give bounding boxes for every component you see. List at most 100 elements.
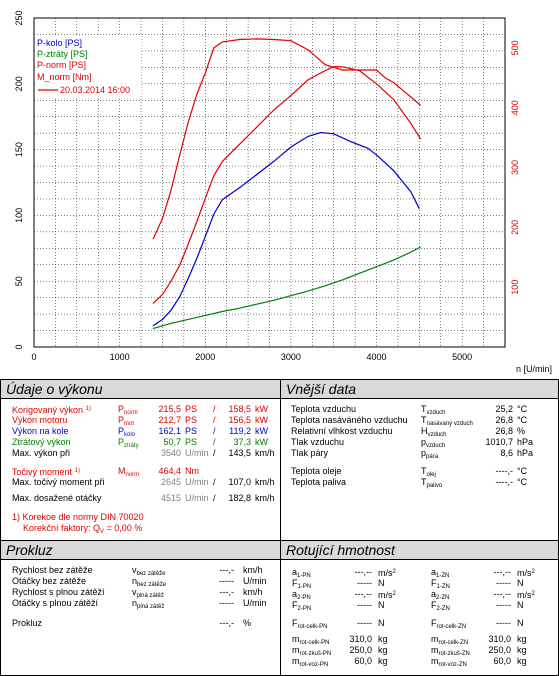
rot-unit-zn: N [517,578,524,588]
rot-symbol-zn: mrot-zkuš-ZN [431,645,470,657]
rot-value-zn: ----- [496,618,511,628]
rot-unit-zn: kg [517,634,527,644]
section-vnejsi-title: Vnější data [281,380,558,399]
series-line-2 [152,66,422,305]
x-tick-label: 5000 [452,352,472,362]
vnejsi-symbol: pvzduch [421,437,446,449]
rot-value-zn: ----- [496,578,511,588]
vykon-value-kw: 156,5 [228,415,251,425]
moment-at-rpm: 2645 [160,477,181,487]
rot-symbol-zn: F2-ZN [431,600,450,612]
vykon-symbol: Pnorm [118,404,138,416]
rot-unit-zn: kg [517,645,527,655]
vnejsi-unit: hPa [517,437,534,447]
vykon-unit-ps: U/min [185,448,209,458]
rot-unit-pn: kg [378,656,388,666]
y-left-tick-label: 0 [14,344,24,349]
y-left-tick-label: 50 [14,276,24,286]
rot-symbol-pn: a2-PN [292,589,311,601]
vnejsi-symbol: Tpalivo [421,477,443,489]
prokluz-label: Otáčky s plnou zátěží [12,598,99,608]
y-left-tick-label: 100 [14,208,24,223]
vykon-label: Ztrátový výkon [12,437,71,447]
vnejsi-unit: hPa [517,448,534,458]
vnejsi-value: 26,8 [495,426,513,436]
vykon-unit-kw: km/h [255,448,275,458]
x-tick-label: 1000 [110,352,130,362]
prokluz-value: ----- [219,576,234,586]
moment-at-speed-unit: km/h [255,477,275,487]
series-line-0 [152,131,420,327]
moment-at-label: Max. točivý moment při [12,477,105,487]
max-rpm-unit: U/min [185,493,209,503]
legend-entry: P-norm [PS] [37,60,86,70]
rot-value-zn: ---,-- [493,589,512,599]
vykon-symbol: Pztráty [118,437,139,449]
vnejsi-label: Tlak páry [291,448,329,458]
series-line-3 [152,38,421,240]
rot-symbol-pn: Frot-celk-PN [292,618,328,630]
vnejsi-symbol: ppára [421,448,439,460]
vnejsi-unit: °C [517,466,528,476]
rot-unit-pn: N [378,578,385,588]
vykon-value-ps: 50,7 [163,437,181,447]
rot-symbol-pn: a1-PN [292,567,311,579]
prokluz-label: Otáčky bez zátěže [12,576,87,586]
section-vykon-title: Údaje o výkonu [1,380,280,399]
section-vnejsi: Vnější data Teplota vzduchu Tvzduch 25,2 °C… [280,379,559,541]
vykon-unit-ps: PS [185,426,198,436]
rot-value-zn: 60,0 [493,656,511,666]
rot-value-pn: 250,0 [349,645,372,655]
legend-box [35,35,141,97]
prokluz-unit: U/min [243,598,267,608]
rot-value-pn: ----- [357,600,372,610]
vnejsi-label: Teplota nasáváného vzduchu [291,415,408,425]
rot-unit-pn: m/s2 [378,590,396,600]
vykon-label: Korigovaný výkon 1) [12,405,91,415]
vykon-value-kw: 119,2 [229,426,251,436]
vykon-separator: / [213,426,216,436]
rot-symbol-pn: mrot-voz-PN [292,656,329,668]
vykon-unit-kw: kW [255,426,268,436]
rot-symbol-zn: a2-ZN [431,589,450,601]
vykon-value-ps: 162,1 [158,426,181,436]
rot-symbol-pn: mrot-celk-PN [292,634,330,646]
vykon-unit-kw: kW [255,404,268,414]
rot-unit-zn: N [517,600,524,610]
vnejsi-value: 25,2 [495,404,513,414]
vykon-value-ps: 3540 [160,448,181,458]
y-right-tick-label: 400 [510,100,520,115]
legend-entry: 20.03.2014 16:00 [60,85,130,95]
vnejsi-unit: °C [517,415,528,425]
rot-value-pn: ----- [357,618,372,628]
vykon-symbol: Pmot [118,415,135,427]
vnejsi-symbol: Tnasávaný vzduch [421,415,473,427]
rot-unit-pn: m/s2 [378,568,396,578]
max-rpm-speed-unit: km/h [255,493,275,503]
vykon-symbol: Pkolo [118,426,136,438]
vykon-value-ps: 212,7 [158,415,181,425]
max-rpm-label: Max. dosažené otáčky [12,493,102,503]
rot-symbol-zn: mrot-voz-ZN [431,656,467,668]
vykon-label: Výkon motoru [12,415,68,425]
vykon-separator: / [213,448,216,458]
vykon-value-kw: 37,3 [233,437,251,447]
rot-symbol-pn: F1-PN [292,578,312,590]
vykon-unit-kw: kW [255,437,268,447]
legend-entry: P-ztráty [PS] [37,49,88,59]
x-tick-label: 4000 [367,352,387,362]
x-tick-label: 0 [31,352,36,362]
prokluz-symbol: vbez zátěže [132,565,166,577]
y-left-tick-label: 150 [14,142,24,157]
vnejsi-unit: °C [517,404,528,414]
prokluz-unit: U/min [243,576,267,586]
rot-symbol-zn: mrot-celk-ZN [431,634,469,646]
moment-unit: Nm [185,466,199,476]
chart-ticks: 0 1000 2000 3000 4000 5000 n [U/min] 0 50 100 150 2… [14,10,552,374]
rot-unit-pn: kg [378,634,388,644]
y-right-tick-label: 300 [510,160,520,175]
vnejsi-symbol: Tolej [421,466,436,478]
rot-symbol-pn: mrot-zkuš-PN [292,645,332,657]
vnejsi-unit: °C [517,477,528,487]
moment-at-rpm-unit: U/min [185,477,209,487]
